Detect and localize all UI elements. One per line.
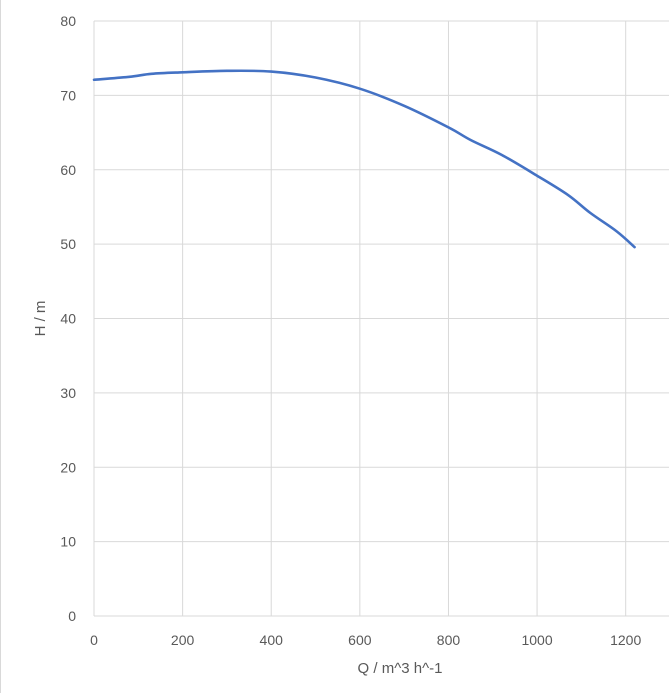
y-tick-label: 70 — [60, 87, 76, 103]
y-tick-label: 60 — [60, 162, 76, 178]
y-tick-label: 50 — [60, 236, 76, 252]
x-tick-label: 1000 — [521, 632, 552, 648]
x-tick-label: 400 — [260, 632, 284, 648]
series-line — [92, 69, 636, 249]
y-tick-label: 20 — [60, 459, 76, 475]
y-tick-label: 80 — [60, 13, 76, 29]
x-axis-title: Q / m^3 h^-1 — [358, 660, 443, 677]
y-axis-title: H / m — [32, 301, 49, 337]
series — [92, 69, 636, 249]
x-tick-label: 800 — [437, 632, 461, 648]
y-tick-label: 30 — [60, 385, 76, 401]
x-tick-label: 0 — [90, 632, 98, 648]
y-tick-label: 40 — [60, 311, 76, 327]
grid — [93, 20, 669, 616]
x-tick-label: 1200 — [610, 632, 641, 648]
y-tick-label: 0 — [68, 608, 76, 624]
x-tick-label: 600 — [348, 632, 372, 648]
x-tick-label: 200 — [171, 632, 195, 648]
y-tick-label: 10 — [60, 534, 76, 550]
